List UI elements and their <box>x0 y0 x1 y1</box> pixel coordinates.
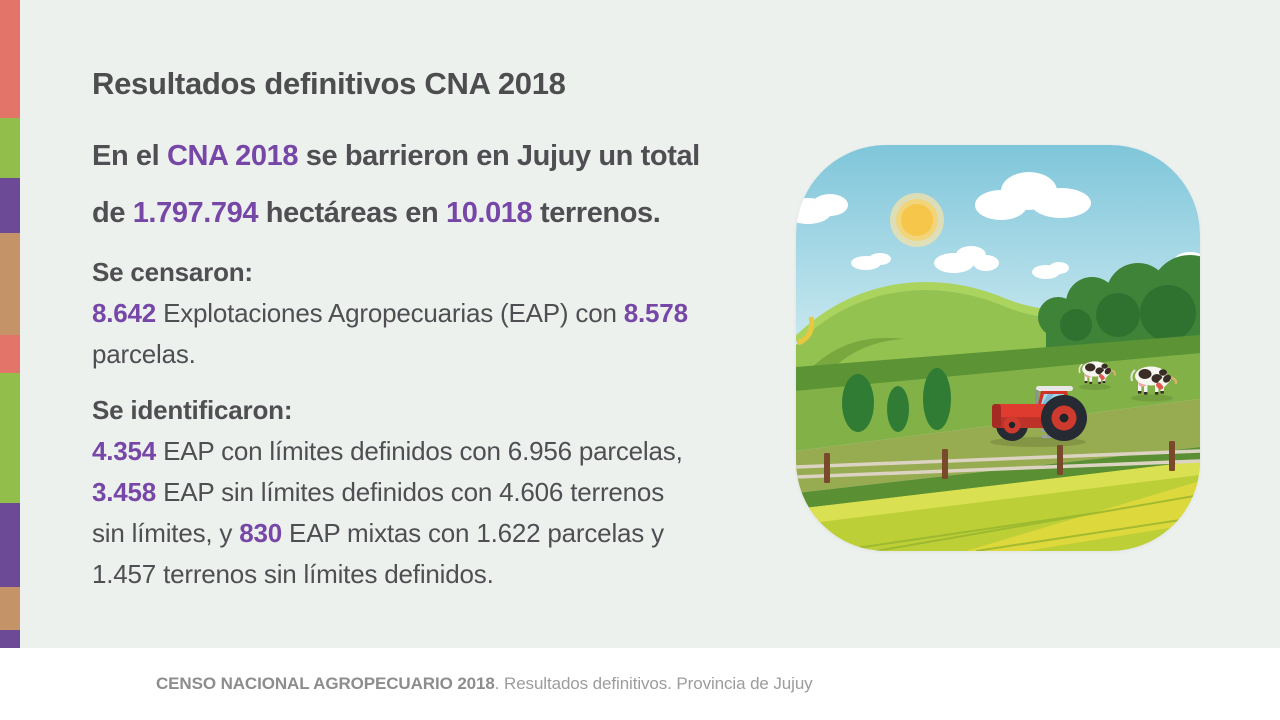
identified-line-4: 1.457 terrenos sin límites definidos. <box>92 554 683 595</box>
page-title: Resultados definitivos CNA 2018 <box>92 66 566 101</box>
stripe-segment <box>0 178 20 233</box>
stripe-segment <box>0 0 20 118</box>
stripe-segment <box>0 233 20 335</box>
sun-icon <box>890 193 944 247</box>
census-line-2: parcelas. <box>92 334 688 375</box>
text-segment: sin límites, y <box>92 518 240 548</box>
tractor <box>990 386 1087 447</box>
highlight-value: 1.797.794 <box>132 197 259 229</box>
text-segment: parcelas. <box>92 339 196 369</box>
text-segment: En el <box>92 140 167 172</box>
highlight-value: 4.354 <box>92 436 157 466</box>
intro-line-1: En el CNA 2018 se barrieron en Jujuy un … <box>92 128 700 185</box>
identified-paragraph: Se identificaron: 4.354 EAP con límites … <box>92 390 683 595</box>
text-segment: Explotaciones Agropecuarias (EAP) con <box>156 298 624 328</box>
highlight-value: CNA 2018 <box>166 140 299 172</box>
stripe-segment <box>0 503 20 587</box>
stripe-segment <box>0 630 20 648</box>
highlight-value: 10.018 <box>445 197 533 229</box>
text-segment: 1.457 terrenos sin límites definidos. <box>92 559 494 589</box>
text-segment: EAP sin límites definidos con 4.606 terr… <box>156 477 664 507</box>
accent-stripe <box>0 0 20 648</box>
intro-line-2: de 1.797.794 hectáreas en 10.018 terreno… <box>92 185 700 242</box>
census-paragraph: Se censaron: 8.642 Explotaciones Agropec… <box>92 252 688 375</box>
text-segment: terrenos. <box>532 197 661 229</box>
highlight-value: 8.578 <box>623 298 688 328</box>
trees <box>842 368 951 432</box>
farm-illustration <box>796 145 1200 551</box>
stripe-segment <box>0 373 20 503</box>
text-segment: EAP con límites definidos con 6.956 parc… <box>156 436 683 466</box>
footer-caption: CENSO NACIONAL AGROPECUARIO 2018. Result… <box>156 648 813 720</box>
identified-line-3: sin límites, y 830 EAP mixtas con 1.622 … <box>92 513 683 554</box>
text-segment: EAP mixtas con 1.622 parcelas y <box>282 518 664 548</box>
text-segment: se barrieron en Jujuy un total <box>298 140 700 172</box>
highlight-value: 3.458 <box>92 477 157 507</box>
footer-bar: CENSO NACIONAL AGROPECUARIO 2018. Result… <box>0 648 1280 720</box>
footer-caption-strong: CENSO NACIONAL AGROPECUARIO 2018 <box>156 674 495 693</box>
footer-caption-rest: . Resultados definitivos. Provincia de J… <box>494 674 813 693</box>
identified-line-1: 4.354 EAP con límites definidos con 6.95… <box>92 431 683 472</box>
bushes <box>1038 255 1200 355</box>
text-segment: de <box>92 197 133 229</box>
identified-line-2: 3.458 EAP sin límites definidos con 4.60… <box>92 472 683 513</box>
stripe-segment <box>0 335 20 373</box>
stripe-segment <box>0 118 20 178</box>
census-line-1: 8.642 Explotaciones Agropecuarias (EAP) … <box>92 293 688 334</box>
intro-paragraph: En el CNA 2018 se barrieron en Jujuy un … <box>92 128 700 242</box>
stripe-segment <box>0 587 20 630</box>
text-segment: hectáreas en <box>258 197 446 229</box>
identified-heading: Se identificaron: <box>92 395 293 425</box>
census-heading: Se censaron: <box>92 257 253 287</box>
fence <box>796 441 1200 483</box>
highlight-value: 8.642 <box>92 298 157 328</box>
clouds <box>796 172 1200 279</box>
highlight-value: 830 <box>239 518 283 548</box>
cows <box>1078 360 1179 402</box>
